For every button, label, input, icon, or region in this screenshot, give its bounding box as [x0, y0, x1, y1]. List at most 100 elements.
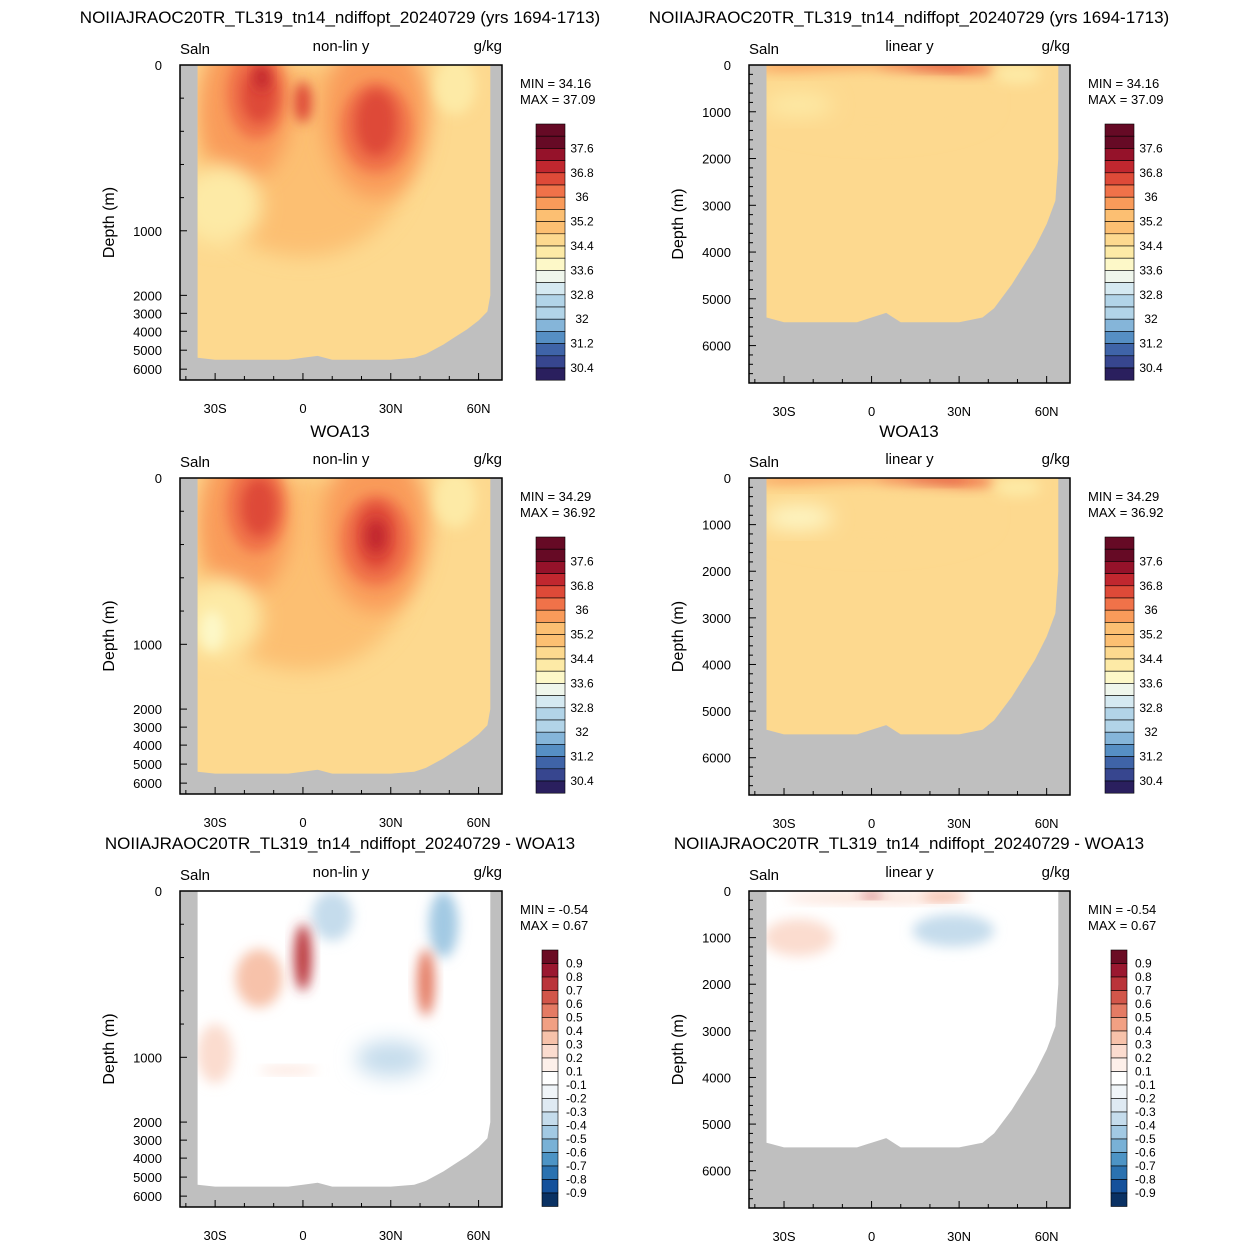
colorbar-segment: [1110, 1030, 1128, 1045]
colorbar-segment: [1104, 707, 1135, 721]
units-label: g/kg: [474, 38, 502, 55]
y-tick-label: 5000: [133, 1170, 162, 1185]
colorbar-segment: [535, 646, 566, 660]
y-tick-label: 2000: [702, 152, 731, 167]
x-tick-label: 30N: [947, 1229, 971, 1244]
colorbar-segment: [1104, 646, 1135, 660]
colorbar-segment: [1110, 1044, 1128, 1059]
y-tick-label: 1000: [133, 637, 162, 652]
colorbar-segment: [1104, 123, 1135, 137]
colorbar-segment: [535, 270, 566, 283]
colorbar-segment: [535, 233, 566, 247]
colorbar-segment: [535, 355, 566, 369]
y-tick-label: 5000: [702, 292, 731, 307]
colorbar-label: 31.2: [1139, 337, 1163, 351]
colorbar: 37.6 36.8 36 35.2 34.4 33.6 32.8 32 31.2 30.4: [535, 536, 594, 794]
max-stat: MAX = 0.67: [1088, 918, 1156, 933]
colorbar-segment: [541, 1057, 559, 1072]
colorbar-segment: [535, 707, 566, 721]
colorbar-segment: [535, 609, 566, 623]
colorbar-label: 0.7: [566, 984, 583, 998]
min-stat: MIN = 34.16: [520, 76, 591, 91]
colorbar-label: 35.2: [570, 215, 594, 229]
colorbar-label: 30.4: [1139, 361, 1163, 375]
units-label: g/kg: [474, 864, 502, 881]
colorbar-label: 33.6: [1139, 676, 1163, 690]
y-tick-label: 5000: [133, 343, 162, 358]
colorbar-segment: [1104, 355, 1135, 369]
axis-type-label: non-lin y: [313, 451, 370, 468]
colorbar-label: -0.9: [1135, 1186, 1156, 1200]
x-tick-label: 30N: [379, 1228, 403, 1243]
min-stat: MIN = 34.29: [1088, 489, 1159, 504]
y-tick-label: 2000: [133, 1115, 162, 1130]
colorbar-segment: [541, 1165, 559, 1180]
colorbar-segment: [535, 318, 566, 332]
colorbar-segment: [1110, 1057, 1128, 1072]
panel-obs-nonlinear: Saln non-lin y g/kg 0 1000 2000 3000 4000 5000 60…: [101, 451, 596, 830]
y-tick-label: 6000: [702, 1164, 731, 1179]
y-tick-label: 3000: [133, 1133, 162, 1148]
max-stat: MAX = 0.67: [520, 918, 588, 933]
colorbar-label: -0.8: [566, 1173, 587, 1187]
y-axis-title: Depth (m): [670, 188, 687, 259]
max-stat: MAX = 36.92: [520, 505, 596, 520]
colorbar-label: 30.4: [1139, 774, 1163, 788]
y-tick-label: 4000: [133, 738, 162, 753]
colorbar-segment: [1104, 683, 1135, 696]
variable-label: Saln: [180, 867, 210, 884]
y-tick-label: 3000: [133, 720, 162, 735]
x-tick-label: 60N: [1035, 1229, 1059, 1244]
colorbar-label: 32: [575, 725, 589, 739]
axis-type-label: linear y: [885, 38, 934, 55]
colorbar-segment: [535, 683, 566, 696]
colorbar-label: 30.4: [570, 361, 594, 375]
colorbar-segment: [541, 1071, 559, 1086]
colorbar-segment: [1104, 257, 1135, 271]
colorbar-segment: [1104, 160, 1135, 174]
colorbar-segment: [1104, 148, 1135, 161]
colorbar-label: 37.6: [570, 141, 594, 155]
colorbar-label: -0.2: [1135, 1092, 1156, 1106]
colorbar-label: 33.6: [570, 263, 594, 277]
colorbar-segment: [1110, 1165, 1128, 1180]
panel-title-obs-right: WOA13: [879, 422, 939, 441]
x-tick-label: 0: [299, 1228, 306, 1243]
colorbar-segment: [1104, 245, 1135, 259]
colorbar: 0.90.80.70.60.50.40.30.20.1-0.1-0.2-0.3-…: [1110, 949, 1156, 1207]
salinity-field: [749, 65, 1070, 383]
colorbar-label: -0.1: [1135, 1078, 1156, 1092]
colorbar-segment: [535, 756, 566, 770]
salinity-field: [749, 891, 1070, 1208]
colorbar-label: 35.2: [570, 628, 594, 642]
colorbar-label: -0.8: [1135, 1173, 1156, 1187]
colorbar-segment: [1104, 343, 1135, 357]
colorbar-segment: [1104, 744, 1135, 757]
colorbar-segment: [535, 731, 566, 745]
colorbar-label: 37.6: [1139, 554, 1163, 568]
y-tick-label: 4000: [133, 1151, 162, 1166]
colorbar-segment: [1104, 719, 1135, 733]
colorbar-segment: [535, 536, 566, 550]
colorbar-segment: [1110, 1192, 1128, 1207]
colorbar-label: 32: [575, 312, 589, 326]
y-tick-label: 1000: [133, 1050, 162, 1065]
colorbar-label: -0.5: [566, 1132, 587, 1146]
colorbar-segment: [535, 573, 566, 587]
colorbar-segment: [535, 294, 566, 308]
colorbar-segment: [1104, 270, 1135, 283]
colorbar-segment: [535, 719, 566, 733]
colorbar-label: 35.2: [1139, 215, 1163, 229]
y-tick-label: 4000: [702, 245, 731, 260]
x-tick-label: 30N: [379, 815, 403, 830]
colorbar-label: 32.8: [1139, 288, 1163, 302]
colorbar-segment: [535, 172, 566, 186]
colorbar-segment: [1104, 634, 1135, 648]
colorbar-segment: [541, 949, 559, 964]
colorbar-segment: [1110, 1138, 1128, 1153]
colorbar-segment: [535, 184, 566, 198]
max-stat: MAX = 37.09: [1088, 92, 1164, 107]
salinity-field: [749, 478, 1070, 795]
colorbar-segment: [535, 196, 566, 210]
